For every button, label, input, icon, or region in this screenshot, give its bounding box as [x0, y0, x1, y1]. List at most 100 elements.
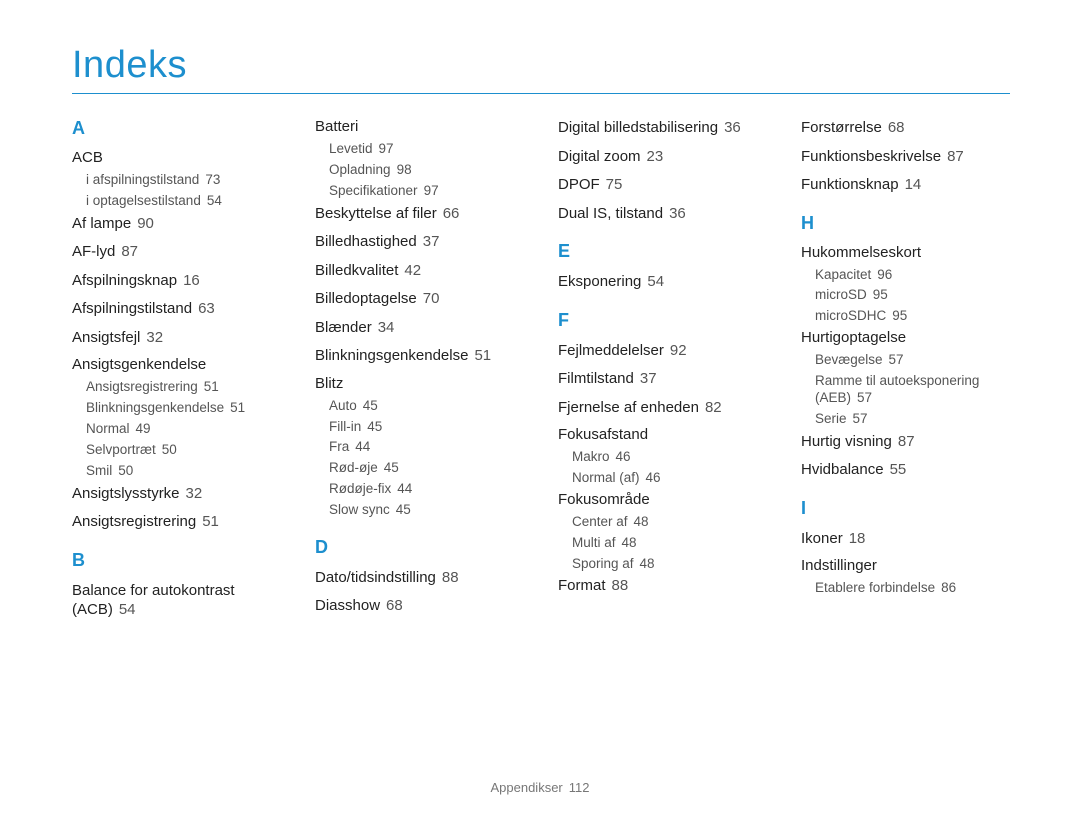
- sub-page: 44: [355, 439, 370, 454]
- sub-label: microSD: [815, 287, 867, 302]
- entry-label: Billedhastighed: [315, 233, 417, 250]
- footer-label: Appendikser: [490, 780, 562, 795]
- index-sub-entry: Smil50: [86, 463, 281, 480]
- index-sub-entry: Slow sync45: [329, 502, 524, 519]
- entry-label: AF-lyd: [72, 243, 115, 260]
- sub-page: 51: [230, 400, 245, 415]
- entry-page: 23: [647, 148, 664, 165]
- index-group-head: ACB: [72, 149, 281, 166]
- entry-label: Dual IS, tilstand: [558, 205, 663, 222]
- sub-label: Bevægelse: [815, 352, 883, 367]
- entry-page: 68: [386, 597, 403, 614]
- entry-label: Digital zoom: [558, 148, 641, 165]
- entry-page: 16: [183, 272, 200, 289]
- index-entry: Filmtilstand37: [558, 369, 767, 389]
- entry-label: DPOF: [558, 176, 600, 193]
- index-entry: Blænder34: [315, 318, 524, 338]
- sub-page: 48: [622, 535, 637, 550]
- section-letter: D: [315, 537, 524, 558]
- sub-page: 46: [616, 449, 631, 464]
- entry-label: Fjernelse af enheden: [558, 399, 699, 416]
- entry-page: 63: [198, 300, 215, 317]
- entry-page: 88: [442, 569, 459, 586]
- index-entry: Billedoptagelse70: [315, 289, 524, 309]
- entry-page: 66: [443, 205, 460, 222]
- section-letter: F: [558, 310, 767, 331]
- entry-page: 88: [612, 577, 629, 594]
- entry-label: Billedkvalitet: [315, 262, 398, 279]
- sub-label: Smil: [86, 463, 112, 478]
- index-entry: Billedhastighed 37: [315, 232, 524, 252]
- sub-label: Center af: [572, 514, 628, 529]
- sub-page: 48: [634, 514, 649, 529]
- index-group-head: Indstillinger: [801, 557, 1010, 574]
- sub-label: Rød-øje: [329, 460, 378, 475]
- index-entry: Balance for autokontrast (ACB)54: [72, 581, 281, 620]
- index-sub-entry: Fra44: [329, 439, 524, 456]
- index-sub-entry: Auto45: [329, 398, 524, 415]
- entry-label: Funktionsknap: [801, 176, 899, 193]
- sub-page: 98: [397, 162, 412, 177]
- index-sub-entry: Blinkningsgenkendelse51: [86, 400, 281, 417]
- sub-label: Normal (af): [572, 470, 640, 485]
- index-entry: Af lampe90: [72, 214, 281, 234]
- entry-label: Afspilningstilstand: [72, 300, 192, 317]
- sub-label: Specifikationer: [329, 183, 418, 198]
- index-sub-entry: Normal49: [86, 421, 281, 438]
- footer-page: 112: [569, 780, 590, 795]
- entry-page: 54: [119, 601, 136, 618]
- sub-page: 46: [646, 470, 661, 485]
- sub-label: Selvportræt: [86, 442, 156, 457]
- index-sub-entry: Selvportræt50: [86, 442, 281, 459]
- entry-label: Balance for autokontrast (ACB): [72, 582, 235, 619]
- entry-label: Billedoptagelse: [315, 290, 417, 307]
- entry-label: Ikoner: [801, 530, 843, 547]
- sub-page: 54: [207, 193, 222, 208]
- sub-page: 95: [892, 308, 907, 323]
- page-footer: Appendikser 112: [0, 780, 1080, 795]
- index-sub-entry: Sporing af48: [572, 556, 767, 573]
- sub-label: Ramme til autoeksponering (AEB): [815, 373, 979, 405]
- index-entry: Ansigtsfejl32: [72, 328, 281, 348]
- sub-label: Makro: [572, 449, 610, 464]
- index-sub-entry: Multi af 48: [572, 535, 767, 552]
- index-sub-entry: microSD95: [815, 287, 1010, 304]
- entry-label: Ansigtsfejl: [72, 329, 140, 346]
- page-title: Indeks: [72, 44, 1010, 87]
- entry-label: Funktionsbeskrivelse: [801, 148, 941, 165]
- sub-label: i optagelsestilstand: [86, 193, 201, 208]
- sub-page: 73: [205, 172, 220, 187]
- sub-label: microSDHC: [815, 308, 886, 323]
- entry-page: 51: [202, 513, 219, 530]
- entry-page: 87: [898, 433, 915, 450]
- index-sub-entry: Center af 48: [572, 514, 767, 531]
- index-sub-entry: Levetid97: [329, 141, 524, 158]
- index-entry: Fjernelse af enheden82: [558, 398, 767, 418]
- entry-label: Afspilningsknap: [72, 272, 177, 289]
- index-entry: Afspilningstilstand 63: [72, 299, 281, 319]
- sub-page: 44: [397, 481, 412, 496]
- entry-label: Forstørrelse: [801, 119, 882, 136]
- entry-label: Ansigtslysstyrke: [72, 485, 180, 502]
- entry-label: Beskyttelse af filer: [315, 205, 437, 222]
- index-column: AACBi afspilningstilstand73i optagelsest…: [72, 118, 281, 629]
- entry-label: Format: [558, 577, 606, 594]
- index-sub-entry: Serie57: [815, 411, 1010, 428]
- sub-page: 45: [367, 419, 382, 434]
- index-column: BatteriLevetid97Opladning98Specifikation…: [315, 118, 524, 629]
- sub-page: 51: [204, 379, 219, 394]
- index-group-head: Blitz: [315, 375, 524, 392]
- sub-page: 45: [396, 502, 411, 517]
- entry-page: 37: [423, 233, 440, 250]
- index-entry: Ansigtslysstyrke32: [72, 484, 281, 504]
- sub-label: Ansigtsregistrering: [86, 379, 198, 394]
- index-entry: Blinkningsgenkendelse51: [315, 346, 524, 366]
- index-sub-entry: i optagelsestilstand 54: [86, 193, 281, 210]
- entry-page: 54: [647, 273, 664, 290]
- sub-label: Multi af: [572, 535, 616, 550]
- index-entry: Afspilningsknap 16: [72, 271, 281, 291]
- entry-label: Diasshow: [315, 597, 380, 614]
- sub-label: Rødøje-fix: [329, 481, 391, 496]
- index-entry: Ikoner18: [801, 529, 1010, 549]
- index-entry: Diasshow 68: [315, 596, 524, 616]
